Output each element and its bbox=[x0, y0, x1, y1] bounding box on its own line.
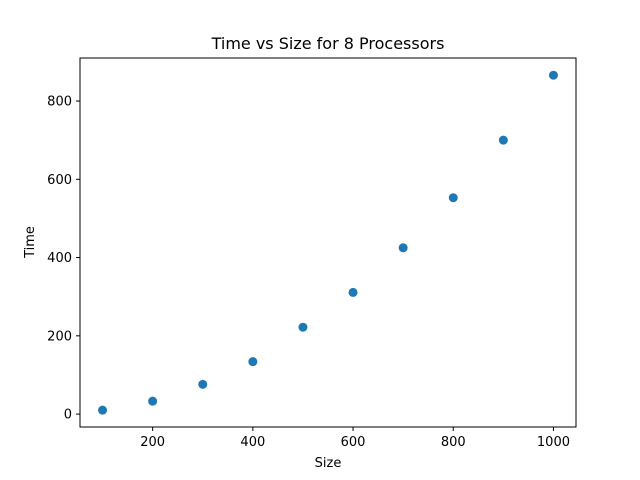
scatter-point bbox=[448, 193, 458, 203]
x-axis-label: Size bbox=[315, 456, 342, 471]
y-tick-label: 200 bbox=[47, 329, 72, 344]
y-tick-label: 600 bbox=[47, 173, 72, 188]
data-points bbox=[98, 70, 558, 415]
plot-area-frame bbox=[79, 57, 577, 428]
scatter-point bbox=[148, 396, 158, 406]
y-tick-label: 400 bbox=[47, 251, 72, 266]
scatter-point bbox=[98, 405, 108, 415]
y-axis-label: Time bbox=[23, 226, 38, 259]
scatter-point bbox=[548, 70, 558, 80]
scatter-point bbox=[348, 287, 358, 297]
x-axis: 200 400 600 800 1000 bbox=[140, 427, 570, 450]
y-axis: 0 200 400 600 800 bbox=[47, 95, 80, 423]
scatter-point bbox=[248, 357, 258, 367]
x-tick-label: 800 bbox=[441, 435, 466, 450]
x-tick-label: 600 bbox=[341, 435, 366, 450]
x-tick-label: 400 bbox=[240, 435, 265, 450]
scatter-point bbox=[398, 243, 408, 253]
x-tick-label: 1000 bbox=[537, 435, 570, 450]
y-tick-label: 800 bbox=[47, 95, 72, 110]
y-tick-label: 0 bbox=[64, 408, 72, 423]
x-tick-label: 200 bbox=[140, 435, 165, 450]
scatter-point bbox=[198, 379, 208, 389]
scatter-point bbox=[298, 322, 308, 332]
chart-title: Time vs Size for 8 Processors bbox=[211, 34, 445, 53]
scatter-point bbox=[498, 135, 508, 145]
